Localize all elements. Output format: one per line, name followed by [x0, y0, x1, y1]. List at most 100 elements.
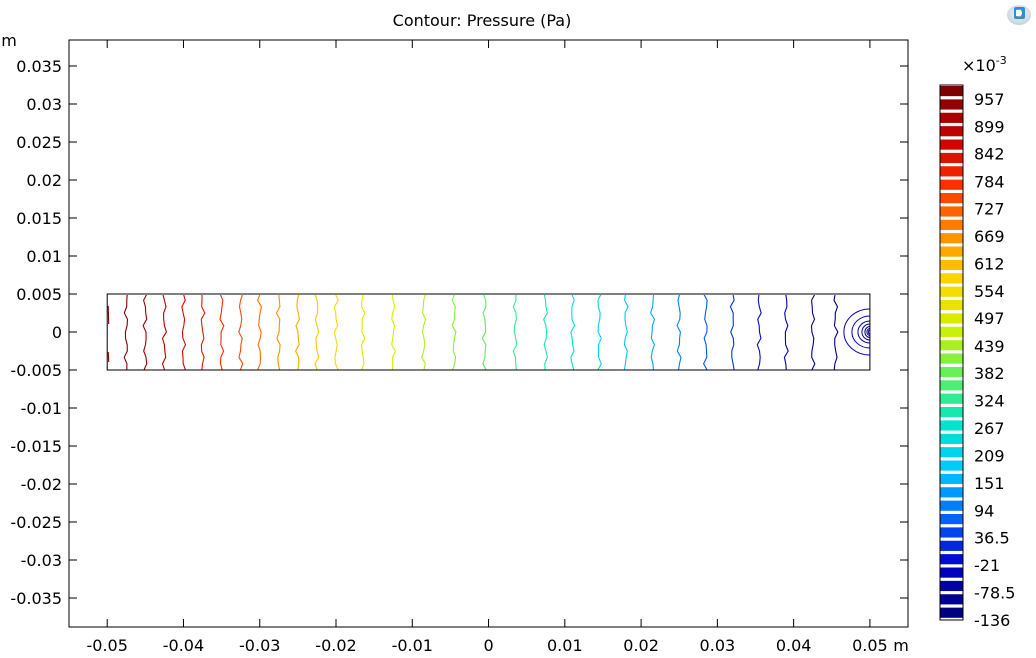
- y-tick-label: -0.02: [21, 475, 62, 494]
- contour-line: [421, 295, 427, 371]
- colorbar-swatch: [940, 353, 963, 364]
- x-tick-label: 0.03: [700, 636, 736, 655]
- contour-line: [623, 295, 629, 371]
- contour-line: [597, 295, 602, 371]
- colorbar-swatch: [940, 313, 963, 324]
- colorbar-label: 382: [974, 364, 1005, 383]
- y-tick-label: 0.005: [16, 285, 62, 304]
- x-tick-label: 0.04: [776, 636, 812, 655]
- x-axis-unit: m: [893, 636, 909, 655]
- colorbar-label: 267: [974, 419, 1005, 438]
- y-axis-unit: m: [1, 31, 17, 50]
- colorbar-swatch: [940, 179, 963, 190]
- y-tick-label: 0: [52, 323, 62, 342]
- colorbar-swatch: [940, 500, 963, 511]
- colorbar-label: -21: [974, 556, 1000, 575]
- colorbar-label: 727: [974, 199, 1005, 218]
- colorbar-multiplier: ×10-3: [962, 54, 1007, 75]
- colorbar-swatch: [940, 567, 963, 578]
- x-tick-label: 0: [483, 636, 493, 655]
- y-axis: 0.035 0.03 0.025 0.02 0.015 0.01 0.005 0 -0.005 -…: [10, 57, 908, 608]
- y-tick-label: 0.025: [16, 133, 62, 152]
- contour-line: [451, 295, 457, 371]
- contour-lines: [107, 295, 870, 371]
- colorbar-swatch: [940, 487, 963, 498]
- x-tick-label: -0.01: [392, 636, 433, 655]
- app-logo-icon: [1006, 2, 1032, 26]
- colorbar-swatch: [940, 112, 963, 123]
- colorbar-swatch: [940, 514, 963, 525]
- colorbar-swatch: [940, 554, 963, 565]
- colorbar-swatch: [940, 219, 963, 230]
- colorbar-label: 899: [974, 117, 1005, 136]
- colorbar-swatch: [940, 152, 963, 164]
- contour-line: [729, 295, 735, 371]
- colorbar-swatch: [940, 273, 963, 284]
- colorbar-label: 554: [974, 282, 1005, 301]
- contour-line: [107, 351, 110, 363]
- colorbar-label: -136: [974, 611, 1010, 630]
- colorbar-swatch: [940, 594, 963, 605]
- y-tick-label: 0.035: [16, 57, 62, 76]
- y-tick-label: 0.03: [26, 95, 62, 114]
- contour-line: [333, 295, 339, 371]
- colorbar-label: 612: [974, 254, 1005, 273]
- x-tick-label: -0.02: [315, 636, 356, 655]
- contour-line: [783, 295, 789, 371]
- colorbar-swatch: [940, 326, 963, 337]
- colorbar-swatch: [940, 433, 963, 444]
- colorbar-swatch: [940, 139, 963, 150]
- x-tick-label: -0.03: [239, 636, 280, 655]
- colorbar-label: 784: [974, 172, 1005, 191]
- colorbar-swatch: [940, 527, 963, 538]
- x-tick-label: -0.05: [86, 636, 127, 655]
- y-tick-label: -0.015: [10, 437, 62, 456]
- colorbar-swatch: [940, 300, 963, 311]
- colorbar-label: 94: [974, 501, 994, 520]
- colorbar-label: 151: [974, 474, 1005, 493]
- contour-line: [702, 295, 708, 371]
- colorbar-label: 842: [974, 145, 1005, 164]
- colorbar-label: -78.5: [974, 584, 1015, 603]
- contour-line: [275, 295, 281, 371]
- colorbar-swatch: [940, 126, 963, 137]
- contour-line: [391, 295, 397, 371]
- colorbar-label: 669: [974, 227, 1005, 246]
- contour-line: [294, 295, 300, 371]
- colorbar-frame: [939, 84, 964, 621]
- y-tick-label: 0.02: [26, 171, 62, 190]
- y-tick-label: -0.025: [10, 513, 62, 532]
- y-tick-label: -0.005: [10, 361, 62, 380]
- contour-line: [161, 295, 168, 371]
- x-tick-label: 0.01: [547, 636, 583, 655]
- colorbar-swatch: [940, 580, 963, 592]
- contour-line: [181, 295, 187, 371]
- colorbar-swatch: [940, 366, 963, 378]
- x-tick-label: 0.02: [623, 636, 659, 655]
- contour-line: [649, 295, 656, 371]
- colorbar-label: 209: [974, 446, 1005, 465]
- contour-line: [219, 295, 225, 371]
- colorbar-swatch: [940, 246, 963, 257]
- contour-line: [107, 305, 110, 325]
- colorbar-swatch: [940, 99, 963, 110]
- colorbar-swatch: [940, 286, 963, 297]
- x-tick-label: -0.04: [163, 636, 204, 655]
- colorbar-swatch: [940, 473, 963, 485]
- contour-line: [481, 295, 487, 371]
- colorbar-swatch: [940, 206, 963, 217]
- colorbar-swatch: [940, 193, 963, 204]
- colorbar-swatch: [940, 540, 963, 551]
- contour-line: [543, 295, 548, 371]
- geometry-domain-outline: [106, 293, 871, 371]
- colorbar-label: 497: [974, 309, 1005, 328]
- colorbar-label: 957: [974, 90, 1005, 109]
- contour-line: [833, 295, 839, 371]
- contour-line: [256, 295, 262, 371]
- y-tick-label: 0.015: [16, 209, 62, 228]
- contour-line: [810, 295, 816, 371]
- colorbar-swatch: [940, 420, 963, 431]
- y-tick-label: 0.01: [26, 247, 62, 266]
- colorbar-label: 324: [974, 392, 1005, 411]
